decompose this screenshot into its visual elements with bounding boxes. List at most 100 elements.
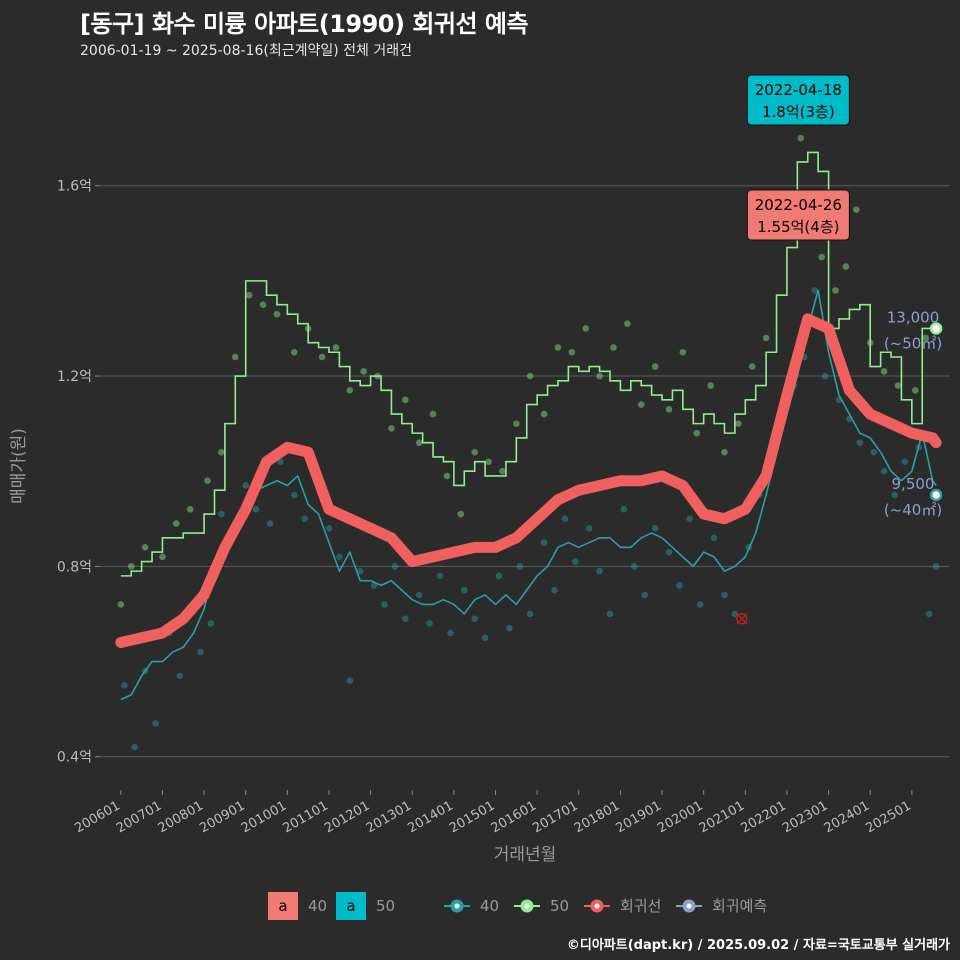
legend-line-dot-center <box>594 903 600 909</box>
point-50 <box>232 353 239 361</box>
x-tick-label: 202101 <box>697 798 747 836</box>
legend-fill-letter: a <box>346 897 355 915</box>
point-40 <box>152 720 159 727</box>
point-50 <box>402 396 409 404</box>
end-area-label: (~40㎡) <box>884 501 942 519</box>
point-50 <box>679 348 687 356</box>
point-40 <box>301 515 308 523</box>
legend-line-dot-center <box>454 903 460 909</box>
x-tick-label: 201601 <box>489 798 539 836</box>
chart-title: [동구] 화수 미륭 아파트(1990) 회귀선 예측 <box>80 10 529 38</box>
point-40 <box>460 586 468 594</box>
point-40 <box>696 601 704 608</box>
end-point-marker <box>929 322 943 335</box>
point-40 <box>218 510 225 518</box>
point-50 <box>693 429 701 437</box>
legend-fill-key <box>268 892 298 920</box>
callout-value: 1.8억(3층) <box>762 103 835 121</box>
point-50 <box>318 353 326 361</box>
x-tick-label: 202501 <box>863 798 913 836</box>
point-50 <box>596 372 603 380</box>
point-40 <box>551 586 558 594</box>
point-50 <box>721 448 728 456</box>
point-50 <box>637 401 645 408</box>
source-footer: ©디아파트(dapt.kr) / 2025.09.02 / 자료=국토교통부 실… <box>566 938 950 953</box>
series-lines <box>115 151 942 701</box>
point-40 <box>391 563 399 570</box>
point-50 <box>443 472 451 480</box>
point-50 <box>332 344 340 351</box>
point-40 <box>641 591 648 599</box>
point-40 <box>176 672 184 680</box>
callout-box <box>746 189 850 241</box>
point-50 <box>141 544 149 551</box>
point-50 <box>415 439 423 446</box>
point-40 <box>561 515 569 523</box>
chart-subtitle: 2006-01-19 ~ 2025-08-16(최근계약일) 전체 거래건 <box>80 43 412 59</box>
point-40 <box>381 601 388 608</box>
point-40 <box>856 439 864 446</box>
annotations: 2022-04-18 1.8억(3층) 2022-04-26 1.55억(4층) 13,… <box>746 74 943 519</box>
point-50 <box>513 420 520 427</box>
legend-fill-label: 50 <box>376 897 395 915</box>
point-50 <box>245 291 253 299</box>
callout-box <box>746 74 850 126</box>
x-tick-label: 200701 <box>114 798 164 836</box>
point-40 <box>252 505 260 513</box>
point-50 <box>429 410 437 418</box>
x-tick-label: 201501 <box>447 798 497 836</box>
point-40 <box>620 505 628 513</box>
point-50 <box>117 601 125 608</box>
x-tick-label: 201201 <box>322 798 372 836</box>
point-50 <box>346 387 354 394</box>
point-40 <box>585 525 593 532</box>
point-50 <box>218 448 225 456</box>
point-50 <box>159 553 166 561</box>
point-50 <box>832 287 839 294</box>
point-50 <box>880 367 888 375</box>
legend-line-label: 50 <box>550 897 569 915</box>
point-40 <box>471 615 478 623</box>
outlier-cross <box>736 613 748 625</box>
legend-line-label: 회귀예측 <box>712 897 767 915</box>
x-tick-label: 200901 <box>197 798 247 836</box>
scatter-points <box>117 87 940 751</box>
point-40 <box>686 515 694 523</box>
point-50 <box>762 334 770 342</box>
regression-line <box>115 313 942 648</box>
x-axis-title: 거래년월 <box>494 845 557 865</box>
point-50 <box>499 467 506 475</box>
legend-line-label: 40 <box>480 897 499 915</box>
callout-label: 2022-04-26 1.55억(4층) <box>746 189 850 241</box>
end-value-label: 13,000 <box>887 308 940 326</box>
x-tick-label: 202001 <box>655 798 705 836</box>
legend-fill-key <box>336 892 366 920</box>
point-50 <box>485 458 492 465</box>
point-50 <box>582 325 590 332</box>
end-value-label: 9,500 <box>892 475 935 493</box>
point-40 <box>665 548 673 556</box>
point-40 <box>266 520 274 527</box>
x-tick-label: 201101 <box>280 798 330 836</box>
point-40 <box>710 534 718 542</box>
point-50 <box>610 344 617 351</box>
point-40 <box>516 563 524 570</box>
y-tick-label: 0.8억 <box>57 559 92 575</box>
point-40 <box>481 634 489 642</box>
point-50 <box>735 420 742 427</box>
point-40 <box>572 558 579 565</box>
point-40 <box>506 624 513 632</box>
point-40 <box>821 372 829 380</box>
point-50 <box>173 520 180 527</box>
point-40 <box>277 458 284 465</box>
point-50 <box>273 310 281 318</box>
x-tick-label: 201701 <box>530 798 580 836</box>
point-40 <box>356 567 364 575</box>
point-40 <box>651 525 659 532</box>
point-50 <box>818 253 825 261</box>
callout-date: 2022-04-18 <box>755 81 842 99</box>
point-40 <box>336 553 343 561</box>
x-tick-label: 201401 <box>405 798 455 836</box>
point-40 <box>721 591 728 599</box>
